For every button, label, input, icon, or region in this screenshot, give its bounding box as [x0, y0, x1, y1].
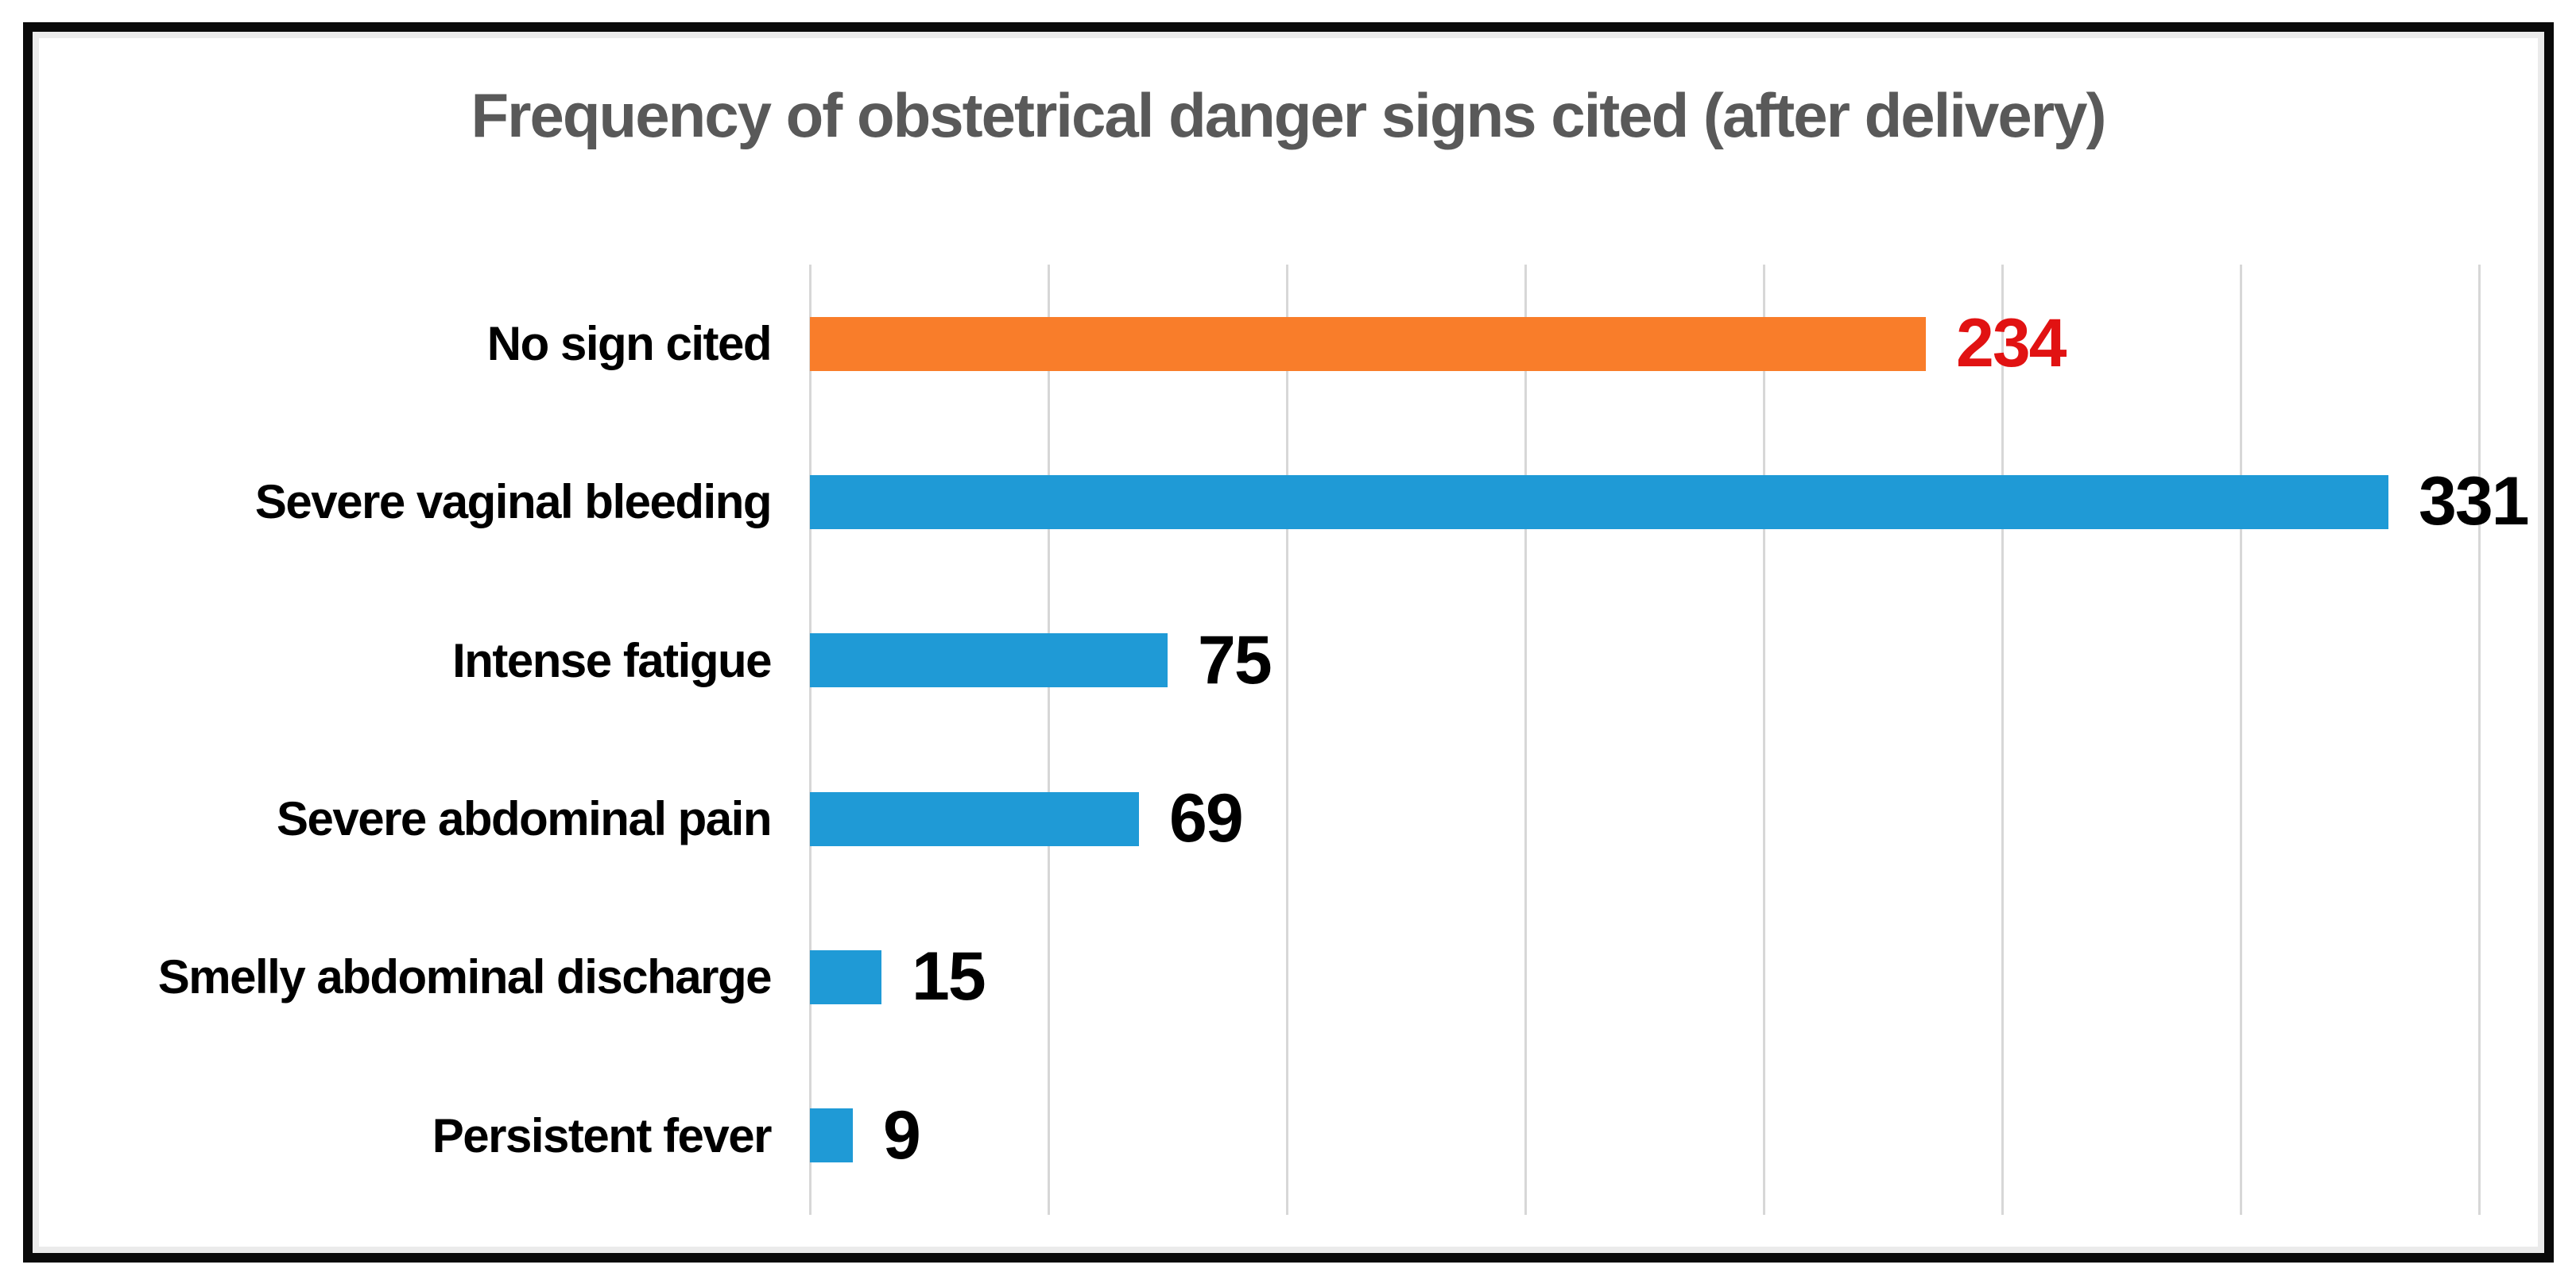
- bar: [810, 633, 1168, 688]
- bar-row: Severe abdominal pain 69: [0, 740, 2576, 898]
- gridline: [1763, 265, 1765, 1215]
- bar-row: Intense fatigue 75: [0, 582, 2576, 740]
- bar-row: Severe vaginal bleeding 331: [0, 423, 2576, 581]
- gridline: [2001, 265, 2004, 1215]
- value-label: 331: [2419, 463, 2529, 540]
- bar: [810, 949, 881, 1004]
- bar-row: Smelly abdominal discharge 15: [0, 898, 2576, 1056]
- category-label: Smelly abdominal discharge: [157, 950, 773, 1004]
- plot-area: No sign cited 234 Severe vaginal bleedin…: [0, 265, 2576, 1215]
- bar-row: No sign cited 234: [0, 265, 2576, 423]
- category-label: Intense fatigue: [452, 633, 772, 687]
- category-label: No sign cited: [486, 317, 773, 371]
- bar: [810, 791, 1139, 846]
- category-label: Severe abdominal pain: [276, 792, 773, 846]
- gridline: [1286, 265, 1288, 1215]
- value-label: 75: [1198, 621, 1273, 698]
- gridline: [2240, 265, 2242, 1215]
- chart-frame: [23, 22, 2554, 1263]
- value-label: 15: [912, 938, 986, 1015]
- bar-row: Persistent fever 9: [0, 1057, 2576, 1215]
- bar: [810, 474, 2388, 529]
- gridline: [809, 265, 812, 1215]
- gridline: [2478, 265, 2481, 1215]
- value-label: 234: [1956, 305, 2067, 382]
- category-label: Persistent fever: [432, 1108, 773, 1162]
- value-label: 69: [1169, 780, 1244, 857]
- gridline: [1524, 265, 1527, 1215]
- bar: [810, 316, 1926, 371]
- chart-title: Frequency of obstetrical danger signs ci…: [471, 80, 2107, 150]
- gridline: [1048, 265, 1050, 1215]
- value-label: 9: [883, 1096, 921, 1174]
- category-label: Severe vaginal bleeding: [254, 475, 773, 529]
- bar: [810, 1108, 853, 1163]
